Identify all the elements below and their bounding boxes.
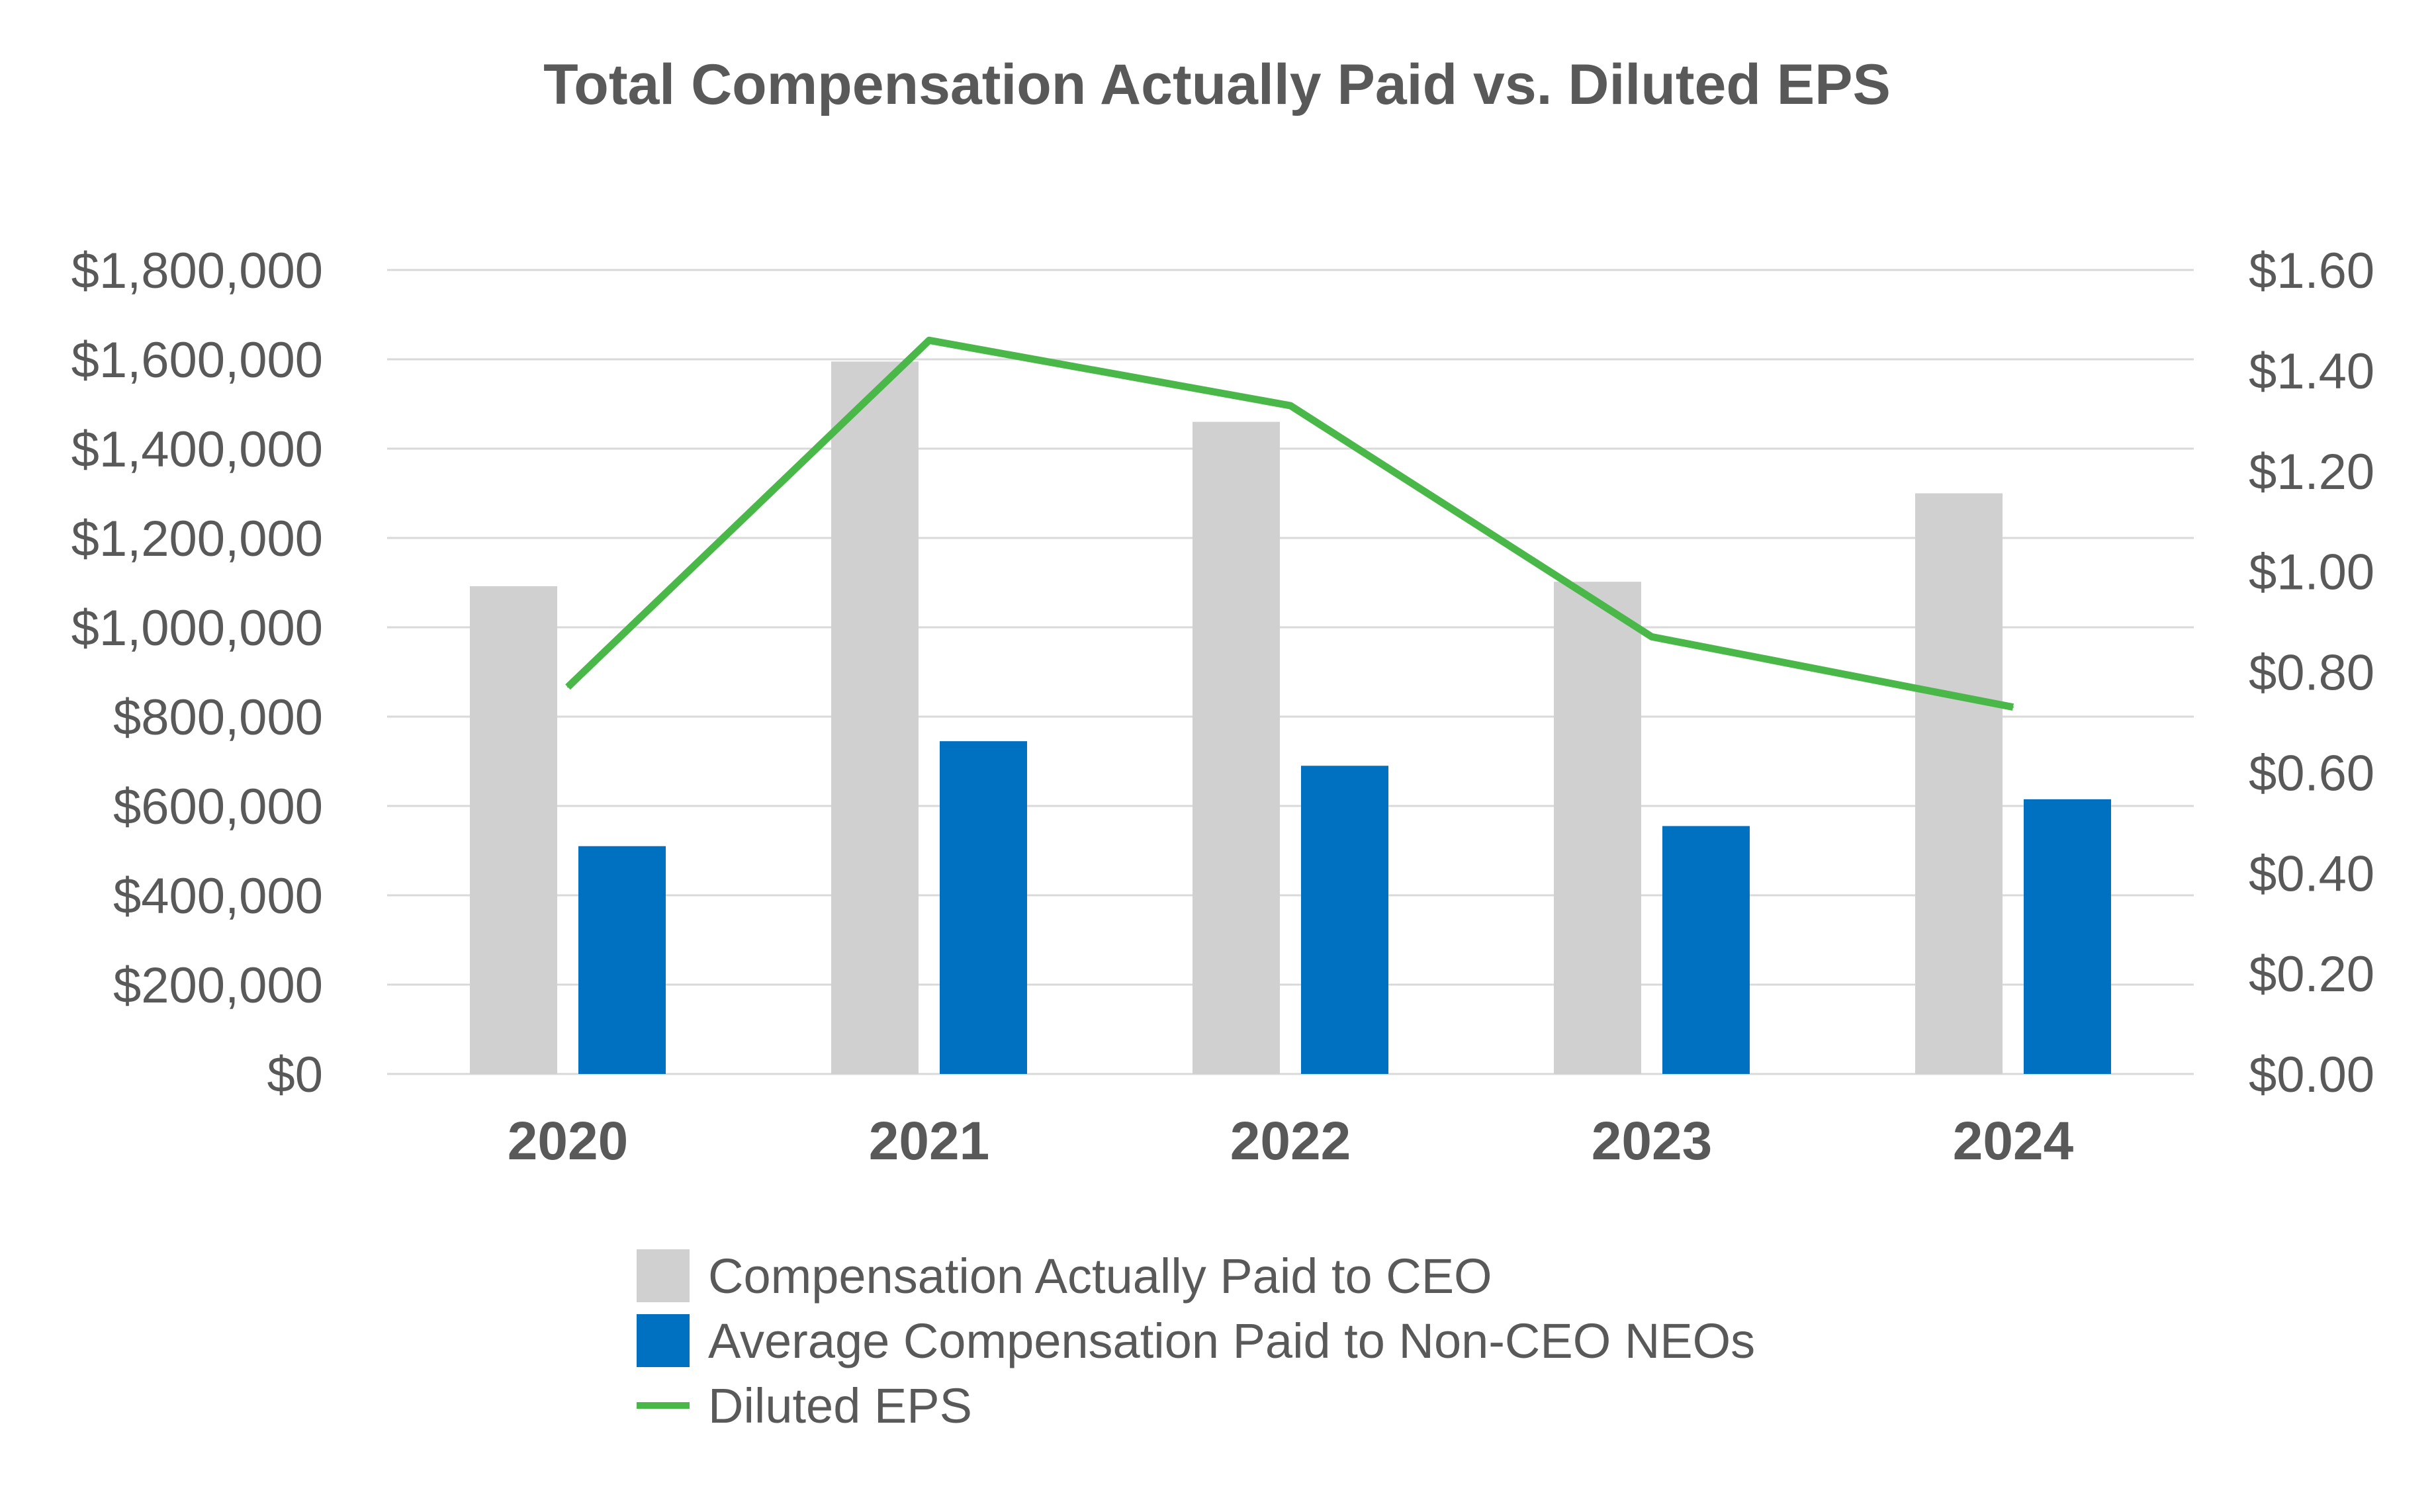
category-labels: 2020 2021 2022 2023 2024: [508, 1111, 2074, 1171]
neo-bar-2020: [578, 846, 666, 1074]
eps-point-2023: [1651, 636, 1652, 638]
right-tick-label: $0.40: [2249, 846, 2374, 902]
right-tick-label: $0.80: [2249, 645, 2374, 701]
left-tick-label: $400,000: [113, 868, 323, 924]
eps-point-2022: [1290, 405, 1291, 407]
legend-label-0: Compensation Actually Paid to CEO: [708, 1249, 1492, 1304]
ceo-bar-2021: [831, 361, 919, 1074]
legend: Compensation Actually Paid to CEO Average…: [637, 1249, 1755, 1433]
left-tick-label: $1,000,000: [71, 600, 323, 656]
eps-point-2024: [2012, 706, 2014, 708]
eps-line: [565, 336, 2014, 711]
neo-bar-2023: [1662, 826, 1750, 1074]
category-label-2021: 2021: [869, 1111, 989, 1171]
bar-layer: [470, 361, 2111, 1074]
line-layer: [565, 336, 2014, 711]
eps-point-2020: [567, 686, 568, 688]
legend-label-2: Diluted EPS: [708, 1378, 972, 1433]
legend-swatch-0: [637, 1249, 690, 1302]
right-tick-label: $1.00: [2249, 545, 2374, 601]
category-label-2022: 2022: [1230, 1111, 1351, 1171]
grid-layer: [387, 269, 2194, 1075]
right-axis-ticks: $0.00 $0.20 $0.40 $0.60 $0.80 $1.00 $1.20 $1.40…: [2249, 243, 2374, 1103]
neo-bar-2022: [1301, 766, 1388, 1074]
category-label-2024: 2024: [1953, 1111, 2074, 1171]
eps-point-2021: [928, 339, 930, 341]
right-tick-label: $0.20: [2249, 946, 2374, 1002]
ceo-bar-2020: [470, 586, 557, 1074]
right-tick-label: $0.00: [2249, 1047, 2374, 1103]
neo-bar-2024: [2024, 799, 2111, 1074]
left-tick-label: $1,200,000: [71, 511, 323, 567]
ceo-bar-2022: [1193, 422, 1280, 1074]
chart-title: Total Compensation Actually Paid vs. Dil…: [543, 53, 1891, 116]
legend-swatch-1: [637, 1314, 690, 1367]
legend-label-1: Average Compensation Paid to Non-CEO NEO…: [708, 1313, 1755, 1368]
left-axis-ticks: $0 $200,000 $400,000 $600,000 $800,000 $1,000…: [71, 243, 323, 1103]
right-tick-label: $1.60: [2249, 243, 2374, 299]
ceo-bar-2023: [1554, 582, 1641, 1074]
right-tick-label: $1.40: [2249, 343, 2374, 400]
right-tick-label: $0.60: [2249, 745, 2374, 801]
right-tick-label: $1.20: [2249, 444, 2374, 500]
left-tick-label: $0: [267, 1047, 323, 1103]
left-tick-label: $200,000: [113, 957, 323, 1014]
left-tick-label: $600,000: [113, 779, 323, 835]
left-tick-label: $1,800,000: [71, 243, 323, 299]
left-tick-label: $1,600,000: [71, 332, 323, 388]
category-label-2020: 2020: [508, 1111, 628, 1171]
neo-bar-2021: [940, 741, 1027, 1074]
category-label-2023: 2023: [1592, 1111, 1712, 1171]
left-tick-label: $1,400,000: [71, 422, 323, 478]
ceo-bar-2024: [1915, 493, 2003, 1074]
left-tick-label: $800,000: [113, 689, 323, 746]
